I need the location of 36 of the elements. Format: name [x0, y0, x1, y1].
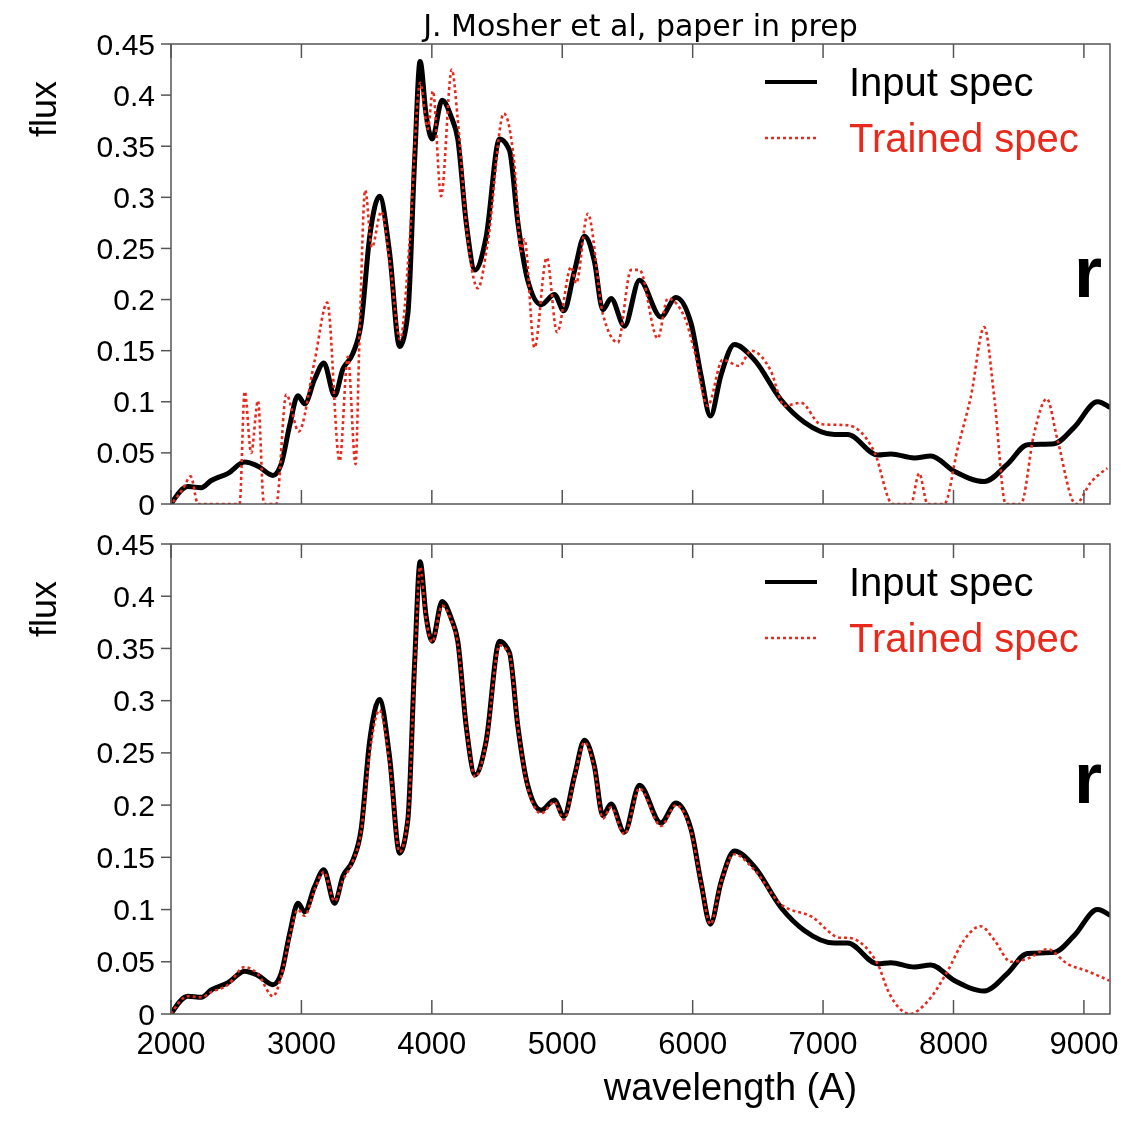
annotation: r: [1073, 737, 1102, 818]
x-tick-label: 5000: [527, 1026, 597, 1061]
x-tick-label: 4000: [397, 1026, 467, 1061]
y-tick-label: 0.1: [113, 385, 155, 419]
legend-label: Trained spec: [849, 616, 1079, 660]
y-tick-label: 0.3: [113, 684, 155, 718]
x-tick-label: 3000: [266, 1026, 336, 1061]
x-tick-label: 6000: [658, 1026, 728, 1061]
legend-label: Trained spec: [849, 116, 1079, 160]
y-tick-label: 0.35: [96, 631, 155, 665]
x-tick-label: 8000: [919, 1026, 988, 1061]
y-tick-label: 0.2: [113, 283, 155, 317]
y-tick-label: 0.25: [96, 736, 155, 770]
y-tick-label: 0.15: [96, 840, 155, 874]
y-tick-label: 0.05: [96, 945, 155, 979]
annotation: r: [1073, 232, 1102, 312]
y-tick-label: 0.4: [113, 579, 155, 613]
y-axis-title: flux: [23, 580, 64, 638]
y-tick-label: 0.35: [96, 129, 155, 163]
y-axis-title: flux: [23, 80, 64, 138]
y-tick-label: 0.25: [96, 231, 155, 265]
y-tick-label: 0.4: [113, 78, 155, 112]
y-tick-label: 0.3: [113, 180, 155, 214]
y-tick-label: 0.15: [96, 334, 155, 368]
x-tick-label: 9000: [1049, 1026, 1119, 1061]
legend-label: Input spec: [849, 560, 1034, 604]
y-tick-label: 0.1: [113, 893, 155, 927]
y-tick-label: 0.45: [96, 527, 155, 561]
legend-label: Input spec: [849, 60, 1034, 104]
y-tick-label: 0.45: [96, 27, 155, 61]
y-tick-label: 0.05: [96, 436, 155, 470]
y-tick-label: 0: [138, 487, 155, 521]
chart-title: J. Mosher et al, paper in prep: [421, 8, 858, 43]
x-axis-title: wavelength (A): [602, 1066, 858, 1108]
y-tick-label: 0.2: [113, 788, 155, 822]
x-tick-label: 7000: [788, 1026, 858, 1061]
